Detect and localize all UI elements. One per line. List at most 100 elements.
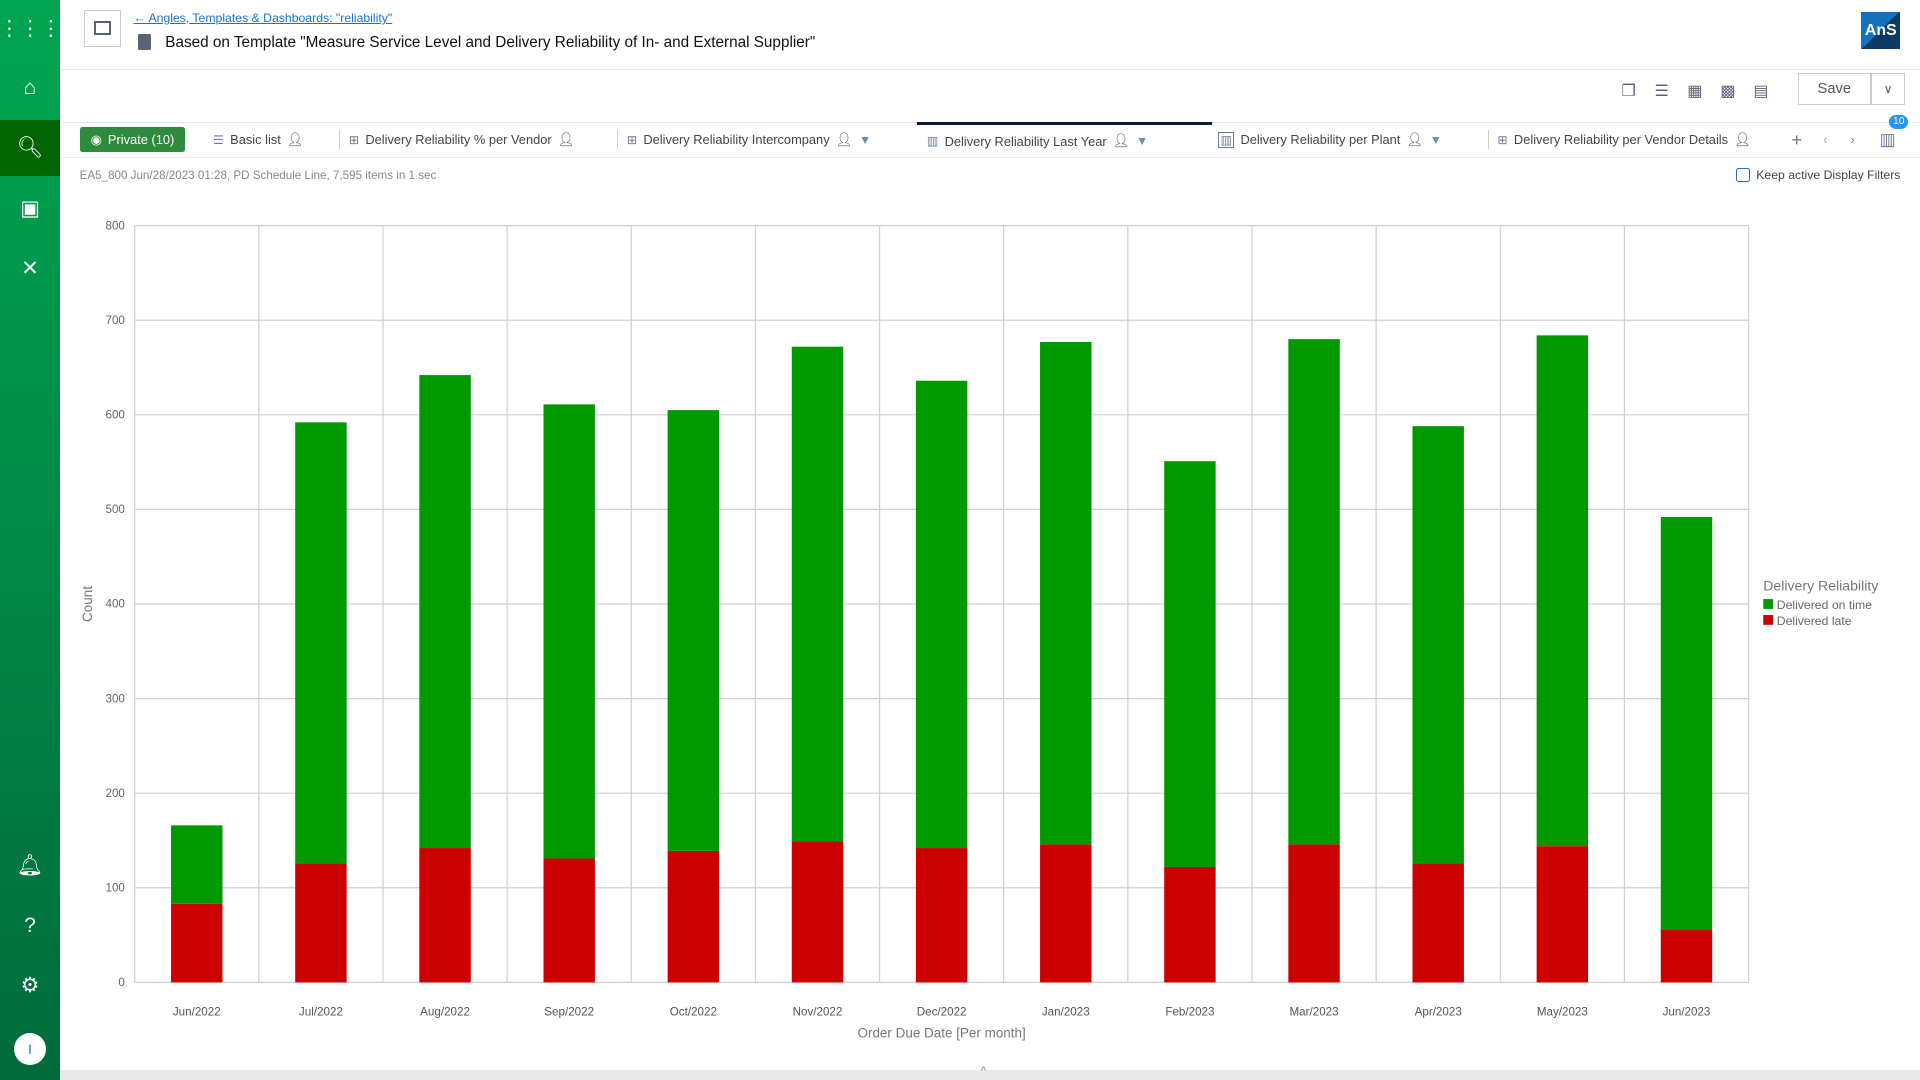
save-dropdown-button[interactable]: ∨ <box>1871 73 1906 106</box>
x-tick-label: Oct/2022 <box>670 1005 717 1018</box>
chevron-up-icon: ^ <box>980 1065 986 1078</box>
displays-list-button[interactable]: ▥ 10 <box>1880 115 1909 156</box>
bar-late <box>1040 843 1092 983</box>
chart-icon: ▥ <box>1218 131 1235 148</box>
user-lock-icon: 👤︎ <box>835 131 853 147</box>
chevron-left-icon: ‹ <box>1823 132 1828 148</box>
bar-late <box>1412 862 1464 983</box>
bar-on-time <box>1412 425 1464 863</box>
x-tick-label: Jan/2023 <box>1042 1005 1090 1018</box>
apps-grid-icon[interactable]: ⋮⋮⋮ <box>0 16 62 40</box>
chart-icon: ▥ <box>926 134 939 149</box>
bar-late <box>915 847 968 983</box>
home-icon[interactable]: ⌂ <box>23 76 37 100</box>
pivot-icon: ⊞ <box>626 132 638 147</box>
bar-late <box>1536 845 1589 983</box>
bar-on-time <box>791 346 844 842</box>
filter-icon: ▼ <box>1429 132 1442 147</box>
bar-late <box>791 841 844 983</box>
scroll-right-button[interactable]: › <box>1850 122 1854 156</box>
x-tick-label: Jul/2022 <box>299 1005 343 1018</box>
bar-late <box>171 903 223 983</box>
y-tick-label: 400 <box>105 597 125 610</box>
stacked-bar-chart: 0 100 200 300 400 500 600 700 800 Jun/2022 Jul/202… <box>80 219 1879 1040</box>
bottom-collapse-bar[interactable]: ^ <box>60 1065 1920 1080</box>
copy-icon[interactable]: ❐ <box>1621 82 1636 100</box>
bar-on-time <box>1660 516 1713 930</box>
bell-icon[interactable]: 🔔︎ <box>16 853 44 877</box>
add-column-icon[interactable]: ▦ <box>1687 82 1703 100</box>
chevron-down-icon: ∨ <box>1883 82 1893 97</box>
x-tick-label: Jun/2023 <box>1663 1005 1711 1018</box>
y-tick-label: 0 <box>118 976 125 989</box>
tab-reliability-per-plant[interactable]: ▥ Delivery Reliability per Plant 👤︎ ▼ <box>1218 122 1442 156</box>
eye-icon: ◉ <box>90 131 102 147</box>
header: ← Angles, Templates & Dashboards: "relia… <box>60 0 1920 70</box>
tab-divider <box>339 129 341 150</box>
page-title: Based on Template "Measure Service Level… <box>165 34 816 52</box>
x-tick-label: Apr/2023 <box>1415 1005 1462 1018</box>
bar-late <box>543 858 595 983</box>
x-tick-label: Dec/2022 <box>917 1005 967 1018</box>
bar-late <box>1288 843 1340 983</box>
sidebar: ⋮⋮⋮ ⌂ 🔍︎ ▣ ✕ 🔔︎ ? ⚙ I <box>0 0 62 1080</box>
excel-icon[interactable]: ▩ <box>1720 82 1736 100</box>
user-lock-icon: 👤︎ <box>557 131 575 147</box>
save-button[interactable]: Save <box>1797 73 1872 106</box>
tab-reliability-intercompany[interactable]: ⊞ Delivery Reliability Intercompany 👤︎ ▼ <box>626 131 872 148</box>
chevron-right-icon: › <box>1850 132 1855 148</box>
bar-on-time <box>1288 338 1340 844</box>
legend-item: Delivered on time <box>1777 598 1872 612</box>
y-tick-label: 100 <box>105 881 125 894</box>
tab-reliability-per-vendor[interactable]: ⊞ Delivery Reliability % per Vendor 👤︎ <box>348 131 575 148</box>
bar-on-time <box>1040 341 1092 844</box>
tools-icon[interactable]: ✕ <box>21 256 39 280</box>
y-axis-title: Count <box>80 585 95 621</box>
keep-filters-checkbox[interactable]: Keep active Display Filters <box>1735 167 1900 182</box>
sidebar-toggle-button[interactable] <box>84 9 122 47</box>
plus-icon: + <box>1791 128 1803 150</box>
bar-on-time <box>667 409 720 851</box>
bar-on-time <box>1536 335 1589 846</box>
bar-on-time <box>419 374 471 848</box>
bar-on-time <box>171 825 223 904</box>
document-icon <box>138 34 151 51</box>
private-displays-button[interactable]: ◉ Private (10) <box>79 127 186 152</box>
x-tick-label: Mar/2023 <box>1290 1005 1339 1018</box>
filter-icon: ▼ <box>1135 134 1149 149</box>
bar-on-time <box>543 404 595 859</box>
panel-toggle-icon <box>94 20 112 36</box>
legend-item: Delivered late <box>1777 613 1852 627</box>
bar-on-time <box>295 422 347 863</box>
y-tick-label: 500 <box>105 503 125 516</box>
tab-reliability-last-year[interactable]: ▥ Delivery Reliability Last Year 👤︎ ▼ <box>917 122 1213 157</box>
help-icon[interactable]: ? <box>24 913 36 937</box>
x-tick-label: May/2023 <box>1537 1005 1588 1018</box>
x-tick-label: Aug/2022 <box>420 1005 470 1018</box>
bar-late <box>1164 866 1216 983</box>
scroll-left-button[interactable]: ‹ <box>1823 122 1827 156</box>
count-badge: 10 <box>1889 115 1909 129</box>
checkbox[interactable] <box>1735 167 1751 182</box>
add-list-icon[interactable]: ☰ <box>1654 82 1669 100</box>
legend-swatch <box>1763 614 1774 625</box>
gear-icon[interactable]: ⚙ <box>20 974 40 998</box>
tab-basic-list[interactable]: ☰ Basic list 👤︎ <box>213 131 305 148</box>
bar-on-time <box>915 380 968 848</box>
x-axis-title: Order Due Date [Per month] <box>858 1025 1026 1040</box>
terminal-icon[interactable]: ▣ <box>20 196 40 220</box>
legend-title: Delivery Reliability <box>1763 577 1879 593</box>
add-display-button[interactable]: + <box>1791 122 1802 156</box>
logo: AnS <box>1861 12 1901 49</box>
avatar[interactable]: I <box>0 1021 60 1077</box>
y-tick-label: 700 <box>105 314 125 327</box>
bar-on-time <box>1164 460 1216 867</box>
search-icon[interactable]: 🔍︎ <box>0 120 60 177</box>
x-tick-label: Sep/2022 <box>544 1005 594 1018</box>
display-info: EA5_800 Jun/28/2023 01:28, PD Schedule L… <box>79 168 437 182</box>
bar-late <box>667 850 720 983</box>
tab-reliability-vendor-details[interactable]: ⊞ Delivery Reliability per Vendor Details… <box>1497 131 1752 148</box>
breadcrumb-link[interactable]: ← Angles, Templates & Dashboards: "relia… <box>133 11 393 26</box>
csv-icon[interactable]: ▤ <box>1753 82 1769 100</box>
